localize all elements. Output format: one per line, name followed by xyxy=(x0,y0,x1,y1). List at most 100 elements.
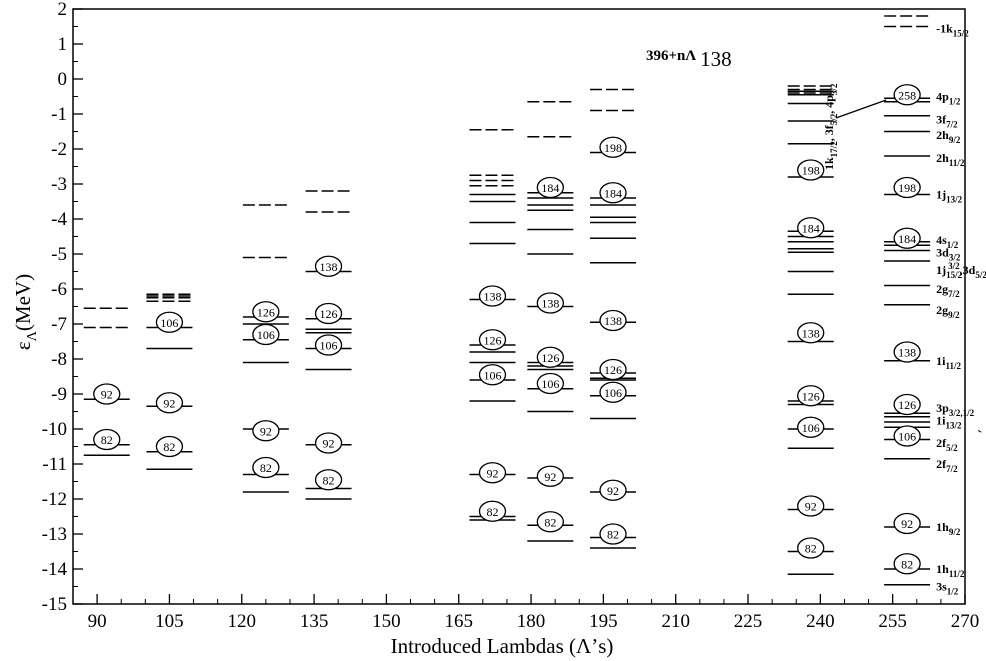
y-axis-unit: (MeV) xyxy=(11,274,35,331)
nucleus-circle xyxy=(314,255,343,277)
nucleus-label: 82 xyxy=(901,557,913,571)
nucleus-circle xyxy=(599,358,627,381)
orbital-label: 2f5/2 xyxy=(936,436,958,453)
nucleus-label: 126 xyxy=(802,389,820,403)
nucleus-label: 126 xyxy=(320,307,338,321)
nucleus-circle xyxy=(314,469,343,491)
nucleus-circle xyxy=(314,432,343,454)
nucleus-label: 138 xyxy=(604,314,622,328)
nucleus-circle xyxy=(478,329,507,351)
nucleus-label: 92 xyxy=(486,466,498,480)
orbital-label: 1h9/2 xyxy=(936,520,961,537)
orbital-label: 4p1/2 xyxy=(936,90,961,107)
y-tick-label: -4 xyxy=(51,209,67,230)
rotated-orbital-label: 1k17/2, 3f5/2, 4p3/2 xyxy=(822,83,839,170)
x-tick-label: 165 xyxy=(444,611,473,632)
x-tick-label: 270 xyxy=(951,611,980,632)
nucleus-circle xyxy=(478,462,507,484)
nucleus-circle xyxy=(536,176,564,199)
nucleus-label: 92 xyxy=(805,500,817,514)
orbital-label: 2h9/2 xyxy=(936,128,961,145)
title-number: 138 xyxy=(700,47,732,71)
nucleus-label: 92 xyxy=(901,517,913,531)
nucleus-circle xyxy=(893,176,921,199)
nucleus-circle xyxy=(797,537,825,559)
nucleus-label: 138 xyxy=(541,297,559,311)
nucleus-label: 92 xyxy=(607,484,619,498)
nucleus-circle xyxy=(797,322,825,344)
nucleus-label: 138 xyxy=(320,260,338,274)
nucleus-label: 82 xyxy=(544,515,556,529)
nucleus-markers: 92 82 106 92 82 126 106 92 82 138 126 106 92 82 138 126… xyxy=(93,84,921,575)
nucleus-circle xyxy=(478,364,507,386)
nucleus-label: 82 xyxy=(101,433,113,447)
orbital-label: 1h11/2 xyxy=(936,562,965,579)
x-tick-label: 150 xyxy=(372,611,401,632)
nucleus-circle xyxy=(536,346,564,368)
y-tick-label: 0 xyxy=(58,69,68,90)
nucleus-circle xyxy=(252,456,280,479)
nucleus-label: 126 xyxy=(898,398,916,412)
nucleus-label: 126 xyxy=(257,305,275,319)
y-tick-label: -1 xyxy=(51,104,67,125)
x-tick-label: 105 xyxy=(155,611,184,632)
y-tick-label: -5 xyxy=(51,244,67,265)
y-tick-label: -9 xyxy=(51,384,67,405)
nucleus-label: 82 xyxy=(805,542,817,556)
nucleus-circle xyxy=(797,495,825,517)
orbital-label: 2g7/2 xyxy=(936,282,960,299)
y-tick-label: -8 xyxy=(51,349,67,370)
orbital-label: 4s1/2 xyxy=(936,233,959,250)
nucleus-label: 82 xyxy=(260,461,272,475)
x-tick-label: 225 xyxy=(734,611,763,632)
nucleus-label: 106 xyxy=(898,430,916,444)
x-tick-label: 255 xyxy=(878,611,907,632)
nucleus-label: 184 xyxy=(802,221,820,235)
x-axis-title: Introduced Lambdas (Λ’s) xyxy=(391,634,614,658)
y-tick-label: -11 xyxy=(42,454,67,475)
nucleus-circle xyxy=(536,511,564,533)
title-bold: 396+nΛ xyxy=(646,48,696,64)
nucleus-circle xyxy=(797,416,825,438)
orbital-label: 1i13/2 xyxy=(936,413,962,430)
nucleus-label: 184 xyxy=(898,232,916,246)
nucleus-circle xyxy=(536,292,564,314)
chart-title: 396+nΛ 138 xyxy=(646,47,732,71)
nucleus-circle xyxy=(93,383,121,405)
nucleus-label: 126 xyxy=(604,363,622,377)
nucleus-label: 106 xyxy=(320,339,338,353)
nucleus-circle xyxy=(893,227,921,249)
nucleus-label: 106 xyxy=(802,421,820,435)
y-tick-label: -7 xyxy=(51,314,67,335)
nucleus-circle xyxy=(599,381,627,403)
x-tick-label: 195 xyxy=(589,611,618,632)
nucleus-label: 138 xyxy=(898,346,916,360)
orbital-label: 3s1/2 xyxy=(936,580,959,597)
nucleus-circle xyxy=(893,512,921,535)
y-tick-label: 1 xyxy=(58,34,68,55)
nucleus-circle xyxy=(893,84,921,106)
y-tick-label: -2 xyxy=(51,139,67,160)
y-tick-label: -13 xyxy=(42,524,67,545)
nucleus-circle xyxy=(155,435,184,458)
nucleus-label: 106 xyxy=(483,368,501,382)
orbital-label: 2h11/2 xyxy=(936,151,965,168)
y-tick-label: -12 xyxy=(42,489,67,510)
y-tick-label: -14 xyxy=(42,559,68,580)
nucleus-circle xyxy=(599,182,627,204)
nucleus-label: 82 xyxy=(607,528,619,542)
axis-ticks: 210-1-2-3-4-5-6-7-8-9-10-11-12-13-14-159… xyxy=(42,0,980,632)
nucleus-circle xyxy=(536,372,564,395)
nucleus-circle xyxy=(252,420,280,442)
nucleus-circle xyxy=(155,392,184,414)
nucleus-circle xyxy=(252,323,280,346)
orbital-label: 3p3/2,1/2 xyxy=(936,401,974,418)
nucleus-circle xyxy=(599,523,627,545)
y-axis-title: εΛ(MeV) xyxy=(11,274,40,350)
nucleus-label: 258 xyxy=(898,88,916,102)
y-tick-label: -6 xyxy=(51,279,67,300)
nucleus-label: 198 xyxy=(604,141,622,155)
nucleus-label: 92 xyxy=(544,470,556,484)
nucleus-circle xyxy=(599,479,627,501)
